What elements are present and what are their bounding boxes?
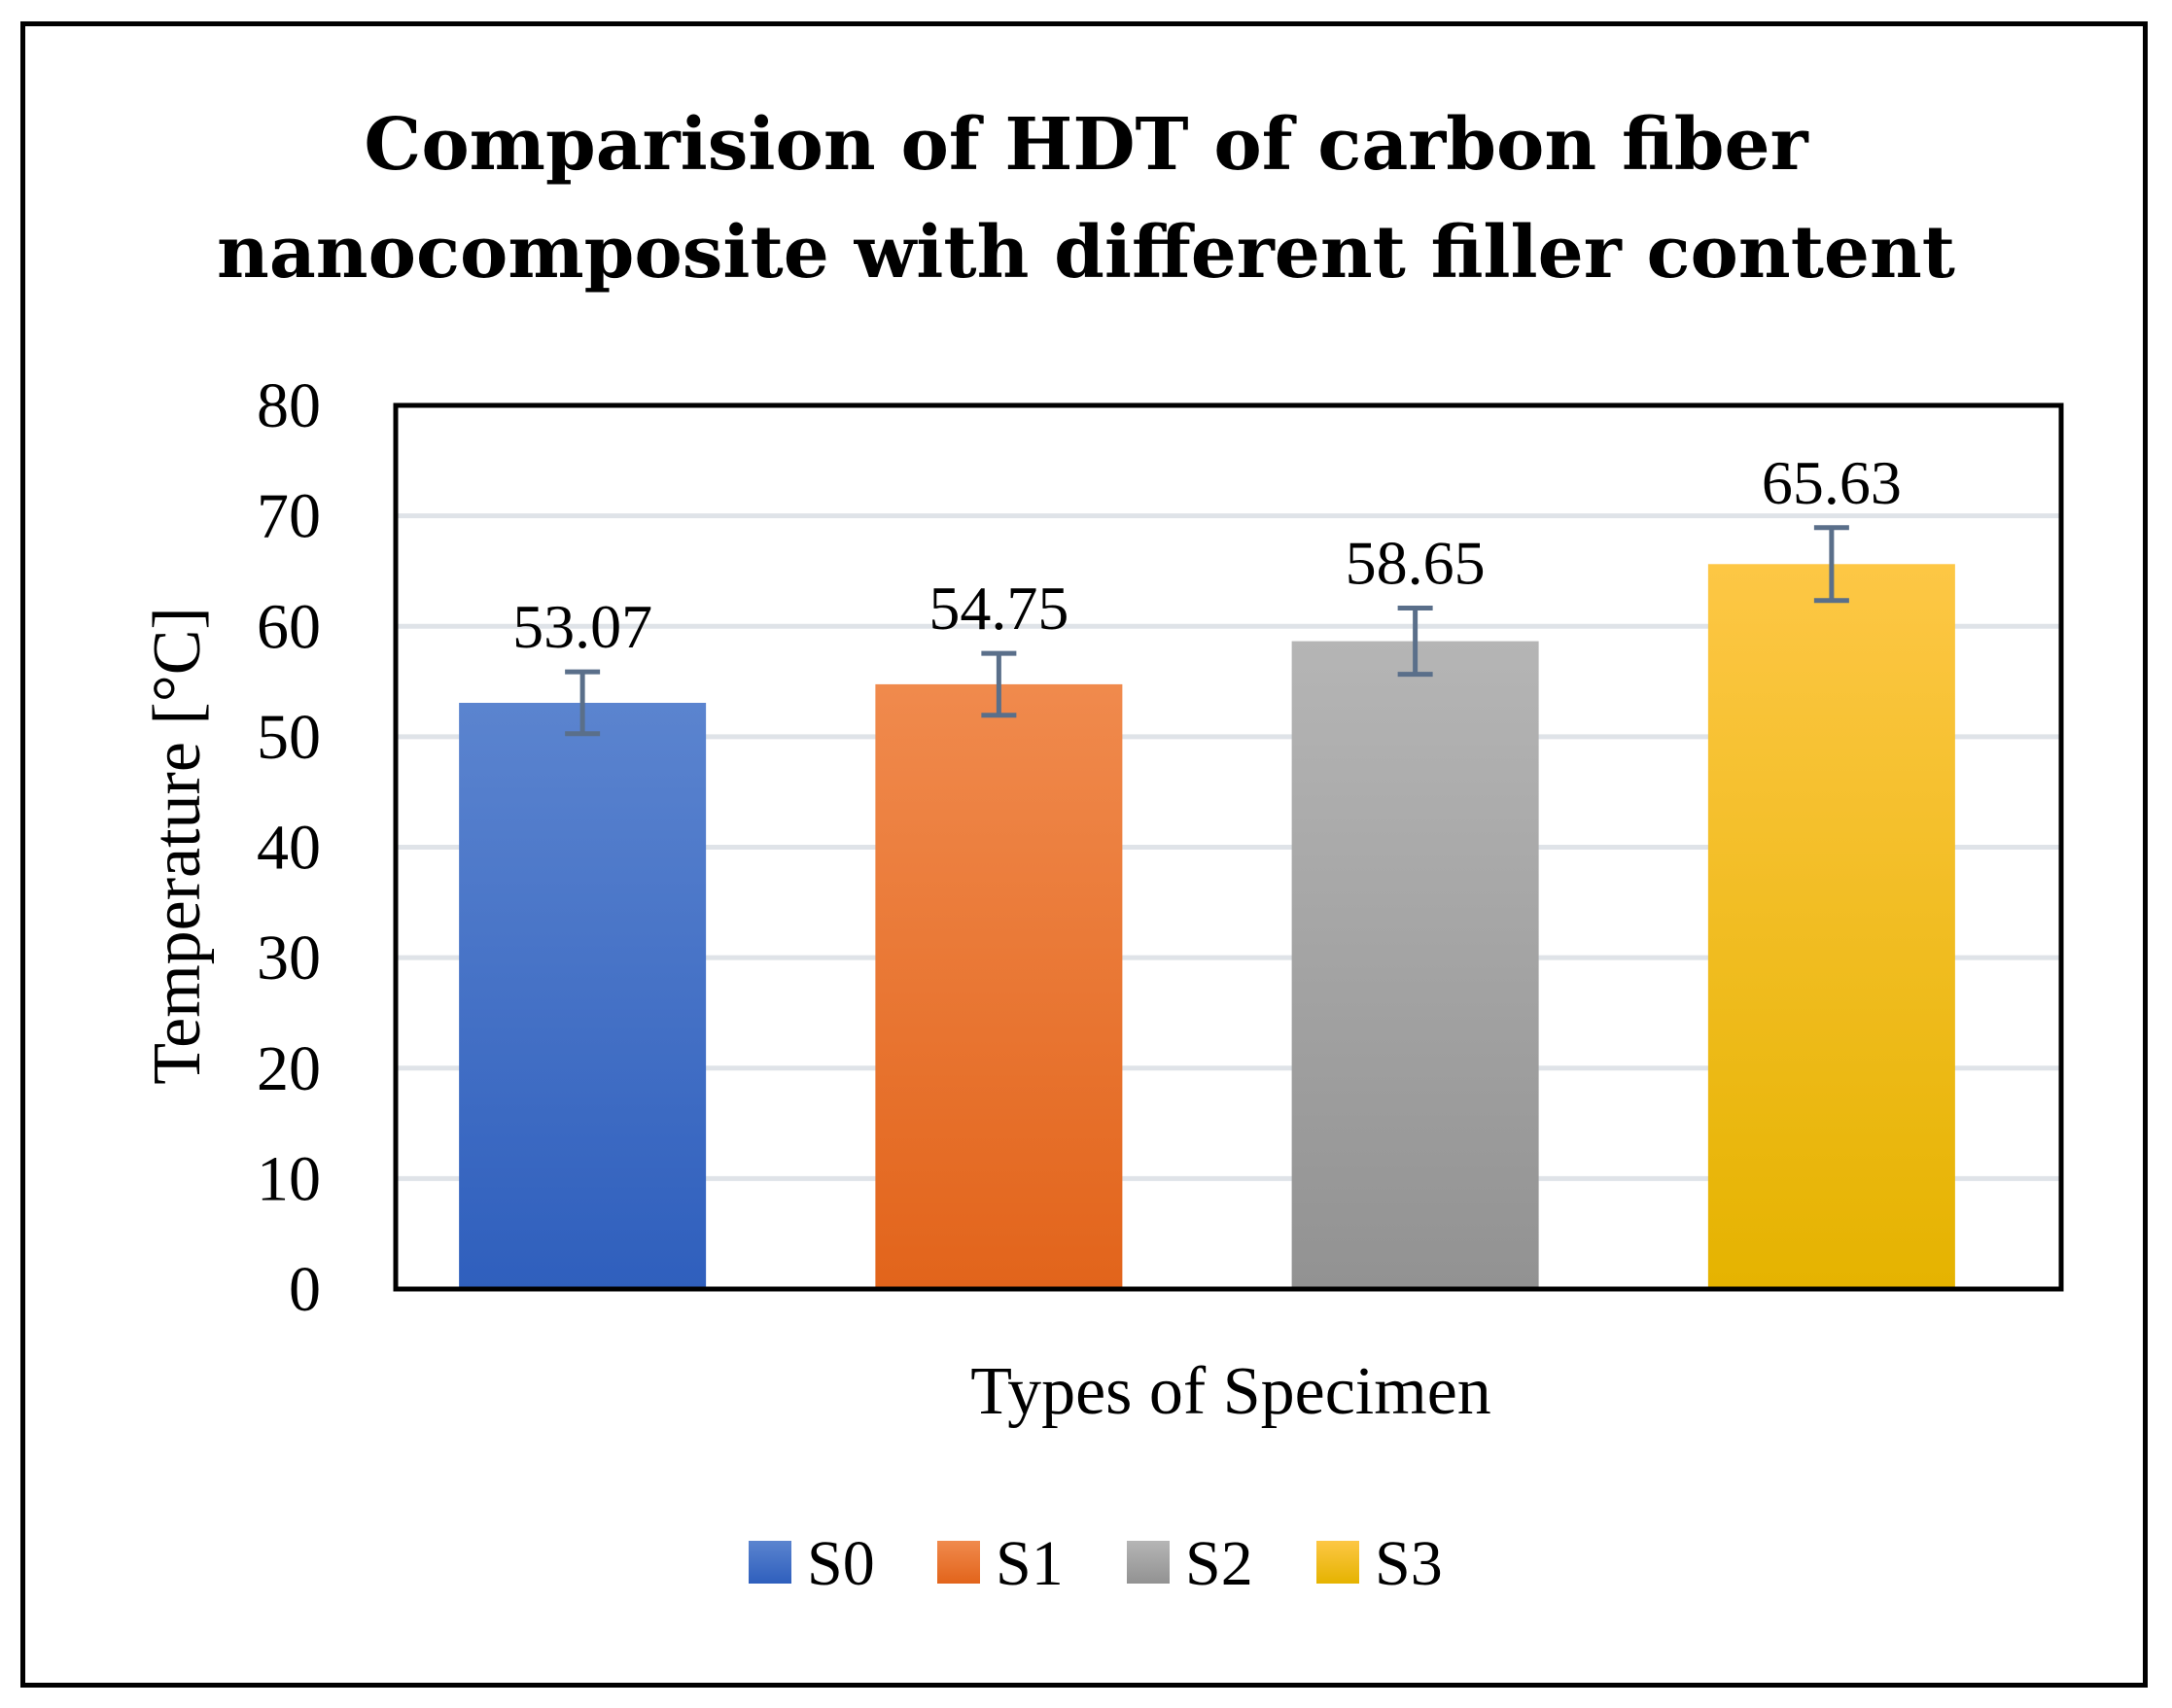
y-tick-label: 40 [257,813,321,884]
data-label-s0: 53.07 [512,592,652,661]
legend-swatch [1127,1541,1170,1584]
error-bars [565,525,1849,737]
error-bar-s0 [565,669,601,737]
data-label-s1: 54.75 [928,574,1068,643]
error-bar-s1 [981,650,1017,718]
bars [459,564,1955,1289]
chart-title-line-2: nanocomposite with different filler cont… [217,211,1955,295]
y-tick-label: 80 [257,370,321,441]
y-tick-label: 0 [289,1254,321,1325]
legend: S0 S1 S2 S3 [749,1528,1443,1599]
legend-label: S1 [996,1528,1064,1599]
y-tick-label: 70 [257,481,321,552]
y-tick-label: 60 [257,591,321,662]
y-axis-tick-labels: 0 10 20 30 40 50 60 70 80 [257,370,321,1325]
legend-label: S2 [1185,1528,1253,1599]
legend-label: S0 [807,1528,875,1599]
y-tick-label: 10 [257,1143,321,1214]
data-label-s2: 58.65 [1346,529,1486,598]
error-bar-s2 [1397,606,1433,678]
legend-item-s3: S3 [1316,1528,1443,1599]
legend-swatch [937,1541,980,1584]
data-labels: 53.07 54.75 58.65 65.63 [512,448,1902,661]
error-bar-s3 [1813,525,1849,604]
bar-s2 [1291,641,1539,1289]
chart-title-line-1: Comparision of HDT of carbon fiber [364,103,1808,187]
legend-swatch [749,1541,791,1584]
legend-item-s0: S0 [749,1528,875,1599]
legend-label: S3 [1375,1528,1443,1599]
legend-swatch [1316,1541,1359,1584]
plot-area-border [393,402,2064,1292]
x-axis-title: Types of Specimen [970,1354,1491,1429]
y-axis-title: Temperature [°C] [140,607,215,1084]
bar-s1 [875,683,1123,1289]
legend-item-s1: S1 [937,1528,1064,1599]
y-tick-label: 30 [257,923,321,993]
y-tick-label: 20 [257,1033,321,1104]
y-tick-label: 50 [257,702,321,773]
legend-item-s2: S2 [1127,1528,1253,1599]
bar-s3 [1707,564,1955,1289]
data-label-s3: 65.63 [1762,448,1902,517]
bar-s0 [459,702,707,1289]
